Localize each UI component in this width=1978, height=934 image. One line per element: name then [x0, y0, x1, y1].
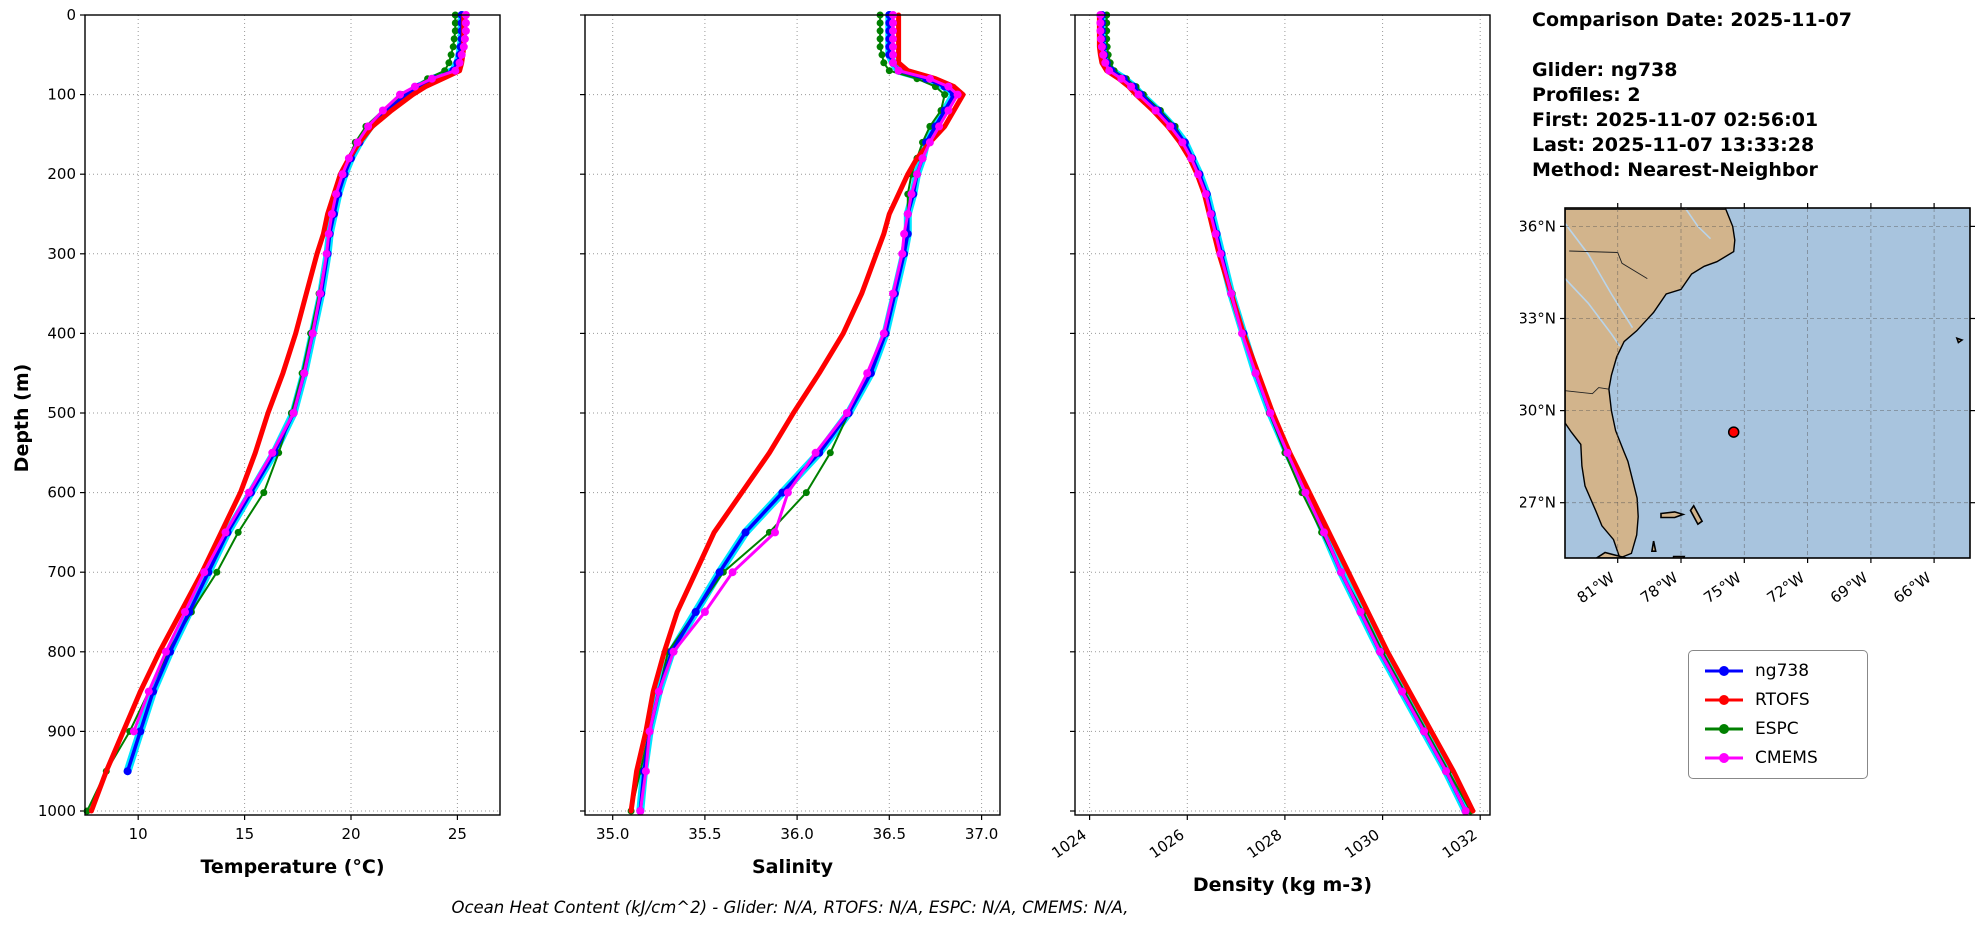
svg-text:78°W: 78°W [1637, 568, 1681, 607]
x-axis-label: Salinity [752, 856, 834, 878]
legend-label: CMEMS [1755, 748, 1818, 768]
legend-line-marker-icon [1705, 753, 1743, 763]
series-line-RTOFS [88, 12, 467, 814]
series-line-CMEMS [1098, 13, 1468, 813]
ohc-annotation: Ocean Heat Content (kJ/cm^2) - Glider: N… [451, 898, 1129, 917]
legend-label: ESPC [1755, 719, 1799, 739]
svg-text:66°W: 66°W [1890, 568, 1934, 607]
svg-text:800: 800 [47, 643, 76, 661]
svg-text:900: 900 [47, 722, 76, 740]
legend-item-cmems: CMEMS [1703, 748, 1853, 768]
svg-text:35.0: 35.0 [596, 825, 629, 843]
svg-text:15: 15 [235, 825, 254, 843]
legend-label: ng738 [1755, 661, 1810, 681]
info-line: First: 2025-11-07 02:56:01 [1532, 109, 1819, 131]
svg-text:20: 20 [341, 825, 360, 843]
info-line: Last: 2025-11-07 13:33:28 [1532, 134, 1815, 156]
info-lines: Glider: ng738 Profiles: 2 First: 2025-11-0… [1532, 58, 1972, 183]
river [1565, 222, 1634, 329]
svg-text:30°N: 30°N [1520, 402, 1556, 420]
state-border [1569, 250, 1648, 279]
svg-text:27°N: 27°N [1520, 494, 1556, 512]
svg-text:0: 0 [66, 6, 76, 24]
svg-text:1032: 1032 [1439, 826, 1481, 863]
svg-text:600: 600 [47, 484, 76, 502]
density-profile-chart: 1024 1026 1028 1030 1032 Density (kg m-3) [1050, 11, 1491, 896]
svg-text:10: 10 [129, 825, 148, 843]
svg-text:700: 700 [47, 563, 76, 581]
svg-text:75°W: 75°W [1700, 568, 1744, 607]
svg-text:36.5: 36.5 [873, 825, 906, 843]
series-line-RTOFS [628, 12, 966, 814]
svg-text:37.0: 37.0 [965, 825, 998, 843]
location-map: 81°W 78°W 75°W 72°W 69°W 66°W 36°N 33°N 30°N 27°N [1520, 203, 1975, 607]
island [1689, 504, 1704, 526]
legend-line-marker-icon [1705, 666, 1743, 676]
svg-text:36.0: 36.0 [780, 825, 813, 843]
land-mass [1565, 208, 1736, 558]
svg-text:1000: 1000 [38, 802, 76, 820]
state-border [1565, 387, 1609, 395]
svg-text:400: 400 [47, 324, 76, 342]
svg-text:200: 200 [47, 165, 76, 183]
island [1595, 551, 1627, 558]
svg-text:1024: 1024 [1050, 826, 1090, 863]
island [1660, 511, 1686, 519]
svg-text:300: 300 [47, 245, 76, 263]
svg-text:33°N: 33°N [1520, 310, 1556, 328]
info-line: Profiles: 2 [1532, 84, 1641, 106]
legend: ng738 RTOFS ESPC CMEMS [1688, 650, 1868, 779]
info-line: Method: Nearest-Neighbor [1532, 159, 1818, 181]
legend-item-rtofs: RTOFS [1703, 690, 1853, 710]
svg-text:69°W: 69°W [1827, 568, 1871, 607]
svg-text:500: 500 [47, 404, 76, 422]
salinity-profile-chart: 35.0 35.5 36.0 36.5 37.0 Salinity [580, 11, 1001, 878]
river [1565, 278, 1621, 347]
svg-text:1028: 1028 [1244, 826, 1286, 863]
svg-text:25: 25 [448, 825, 467, 843]
info-panel: Comparison Date: 2025-11-07 Glider: ng73… [1532, 8, 1972, 183]
island [1955, 336, 1964, 344]
svg-text:1030: 1030 [1341, 826, 1383, 863]
svg-text:36°N: 36°N [1520, 217, 1556, 235]
temperature-profile-chart: 10 15 20 25 0 100 200 300 400 500 600 700 800 900 1000… [38, 6, 501, 878]
legend-item-espc: ESPC [1703, 719, 1853, 739]
river [1684, 208, 1712, 240]
svg-text:1026: 1026 [1146, 826, 1188, 863]
legend-item-ng738: ng738 [1703, 661, 1853, 681]
svg-text:100: 100 [47, 86, 76, 104]
legend-label: RTOFS [1755, 690, 1810, 710]
svg-text:81°W: 81°W [1574, 568, 1618, 607]
island [1650, 540, 1657, 553]
comparison-date-text: Comparison Date: 2025-11-07 [1532, 9, 1852, 31]
svg-text:35.5: 35.5 [688, 825, 721, 843]
glider-location-marker [1727, 426, 1740, 438]
x-axis-label: Density (kg m-3) [1193, 874, 1372, 896]
legend-line-marker-icon [1705, 724, 1743, 734]
legend-line-marker-icon [1705, 695, 1743, 705]
x-axis-label: Temperature (°C) [200, 856, 384, 878]
info-line: Glider: ng738 [1532, 59, 1678, 81]
svg-text:72°W: 72°W [1764, 568, 1808, 607]
